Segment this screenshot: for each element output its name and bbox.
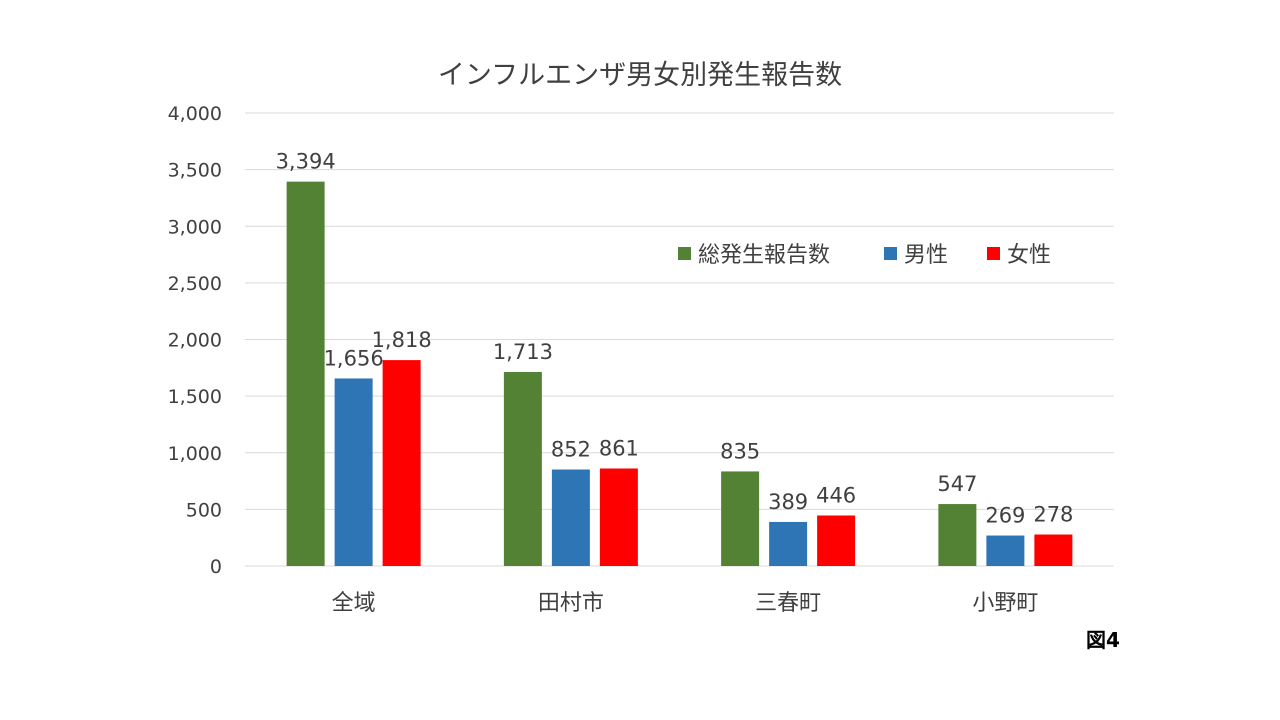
bars — [286, 181, 1073, 566]
data-label: 852 — [551, 438, 591, 462]
bar — [938, 504, 977, 566]
legend-swatch — [884, 247, 897, 260]
bar — [286, 181, 325, 566]
y-tick-label: 4,000 — [168, 103, 222, 125]
legend-label: 女性 — [1007, 243, 1051, 268]
data-label: 1,818 — [372, 328, 432, 352]
data-label: 1,656 — [324, 346, 384, 370]
legend-label: 男性 — [904, 243, 948, 268]
x-tick-label: 小野町 — [972, 591, 1038, 616]
data-label: 835 — [720, 439, 760, 463]
bar — [769, 521, 808, 566]
bar — [382, 360, 421, 566]
bar — [551, 469, 590, 566]
x-tick-label: 田村市 — [538, 591, 604, 616]
bar — [599, 468, 638, 566]
y-tick-label: 1,000 — [168, 443, 222, 465]
data-label: 1,713 — [493, 340, 553, 364]
y-tick-label: 0 — [210, 556, 222, 578]
x-axis-tick-labels: 全域 田村市 三春町 小野町 — [332, 591, 1039, 616]
bar — [334, 378, 373, 566]
data-label: 278 — [1033, 503, 1073, 527]
y-tick-label: 3,000 — [168, 216, 222, 238]
x-tick-label: 三春町 — [755, 591, 821, 616]
legend-swatch — [987, 247, 1000, 260]
y-tick-label: 2,500 — [168, 273, 222, 295]
y-axis-tick-labels: 0 500 1,000 1,500 2,000 2,500 3,000 3,500 4,000 — [168, 103, 222, 578]
legend-swatch — [678, 247, 691, 260]
legend-label: 総発生報告数 — [698, 243, 830, 268]
figure-label: 図4 — [1086, 628, 1120, 652]
data-label: 547 — [937, 472, 977, 496]
x-tick-label: 全域 — [332, 591, 376, 616]
bar — [1034, 534, 1073, 566]
y-tick-label: 500 — [186, 499, 222, 521]
bar — [721, 471, 760, 566]
data-label: 269 — [985, 504, 1025, 528]
y-tick-label: 3,500 — [168, 160, 222, 182]
bar — [503, 372, 542, 566]
y-tick-label: 2,000 — [168, 330, 222, 352]
bar — [986, 535, 1025, 566]
data-label: 389 — [768, 490, 808, 514]
data-label: 446 — [816, 483, 856, 507]
legend: 総発生報告数 男性 女性 — [678, 243, 1051, 268]
data-label: 861 — [599, 436, 639, 460]
bar — [817, 515, 856, 566]
chart-title: インフルエンザ男女別発生報告数 — [438, 60, 842, 91]
y-tick-label: 1,500 — [168, 386, 222, 408]
data-label: 3,394 — [276, 150, 336, 174]
